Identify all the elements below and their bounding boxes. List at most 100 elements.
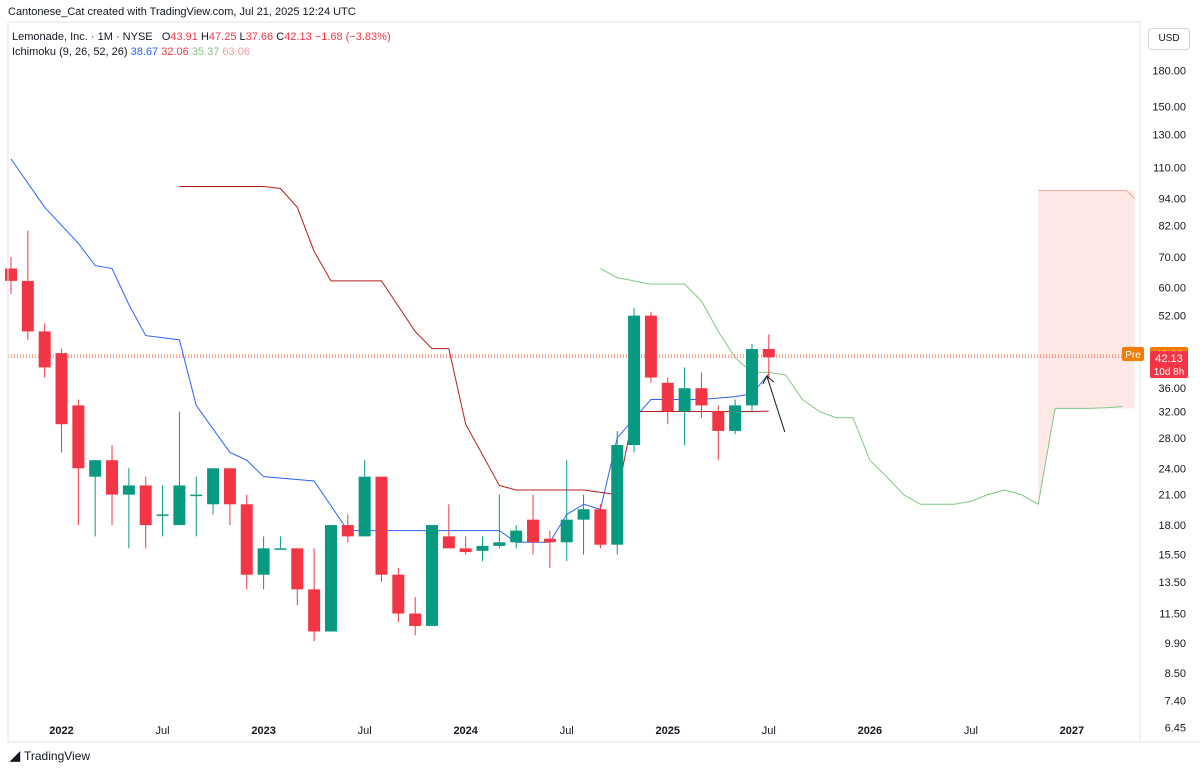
premarket-tag bbox=[1122, 346, 1144, 361]
price-axis[interactable]: 6.45 7.40 8.50 9.90 11.50 13.50 15.50 18.00 21.0… bbox=[7, 21, 1186, 742]
candle bbox=[5, 256, 17, 295]
tradingview-logo[interactable]: ◢ TradingView bbox=[10, 748, 90, 764]
price-tick-label: 82.00 bbox=[1158, 221, 1186, 233]
candle bbox=[274, 536, 287, 550]
candle bbox=[661, 377, 674, 425]
conversion-value: 38.67 bbox=[130, 46, 159, 58]
low-label: L bbox=[239, 31, 246, 43]
candle bbox=[729, 399, 742, 435]
candle bbox=[173, 411, 186, 526]
candle-body bbox=[291, 548, 304, 590]
candle bbox=[712, 405, 725, 461]
chart-legend: Lemonade, Inc. · 1M · NYSE O43.91 H47.25… bbox=[12, 30, 391, 60]
candle-body bbox=[644, 315, 657, 378]
price-tick-label: 21.00 bbox=[1158, 490, 1186, 502]
candle-body bbox=[493, 542, 506, 546]
time-tick-label: 2025 bbox=[656, 725, 680, 737]
candle bbox=[341, 514, 354, 543]
candle bbox=[527, 494, 540, 555]
price-tick-label: 180.00 bbox=[1152, 65, 1186, 77]
candle bbox=[106, 445, 119, 526]
time-tick-label: 2026 bbox=[858, 725, 882, 737]
price-tick-label: 11.50 bbox=[1159, 609, 1186, 621]
candle bbox=[55, 348, 68, 453]
price-tick-label: 13.50 bbox=[1158, 577, 1186, 589]
time-tick-label: Jul bbox=[358, 725, 372, 737]
annotations bbox=[762, 375, 786, 433]
close-label: C bbox=[276, 31, 285, 43]
last-price-badge bbox=[1150, 351, 1188, 379]
time-axis[interactable]: 2022 Jul 2023 Jul 2024 Jul 2025 Jul 2026 Jul 2027 bbox=[8, 725, 1200, 743]
candle bbox=[493, 494, 506, 549]
time-tick-label: Jul bbox=[560, 725, 574, 737]
price-tick-label: 32.00 bbox=[1158, 406, 1186, 418]
price-tick-label: 7.40 bbox=[1165, 696, 1186, 708]
candle-body bbox=[257, 548, 270, 575]
price-tick-label: 70.00 bbox=[1158, 252, 1186, 264]
candle-body bbox=[543, 538, 556, 543]
candle-body bbox=[274, 548, 287, 550]
candle-body bbox=[510, 530, 523, 543]
ohlc-row: Lemonade, Inc. · 1M · NYSE O43.91 H47.25… bbox=[12, 30, 391, 45]
time-tick-label: Jul bbox=[762, 725, 776, 737]
candle bbox=[21, 230, 34, 340]
candle-body bbox=[459, 548, 472, 553]
candle-body bbox=[173, 485, 186, 526]
candle bbox=[72, 399, 85, 526]
time-tick-label: 2024 bbox=[453, 725, 478, 737]
time-tick-label: Jul bbox=[964, 725, 978, 737]
base-value: 32.06 bbox=[161, 46, 189, 58]
candle-body bbox=[712, 411, 725, 431]
candle bbox=[291, 548, 304, 606]
candle-body bbox=[55, 353, 68, 425]
candle bbox=[122, 468, 135, 549]
candle-body bbox=[122, 485, 135, 495]
price-tick-label: 150.00 bbox=[1152, 101, 1186, 113]
candle bbox=[375, 476, 388, 582]
chart-credit: Cantonese_Cat created with TradingView.c… bbox=[8, 6, 356, 18]
price-tick-label: 24.00 bbox=[1158, 463, 1186, 475]
candle bbox=[678, 367, 691, 446]
candle bbox=[308, 548, 321, 642]
price-tick-label: 130.00 bbox=[1152, 130, 1186, 142]
candle bbox=[644, 311, 657, 383]
candle-body bbox=[139, 485, 152, 526]
candle bbox=[543, 530, 556, 568]
currency-button[interactable]: USD bbox=[1148, 28, 1190, 50]
candle bbox=[156, 485, 169, 537]
ichimoku-cloud bbox=[1038, 189, 1135, 505]
price-tick-label: 60.00 bbox=[1158, 282, 1186, 294]
candle-body bbox=[240, 504, 253, 575]
candle bbox=[324, 525, 337, 632]
candle-body bbox=[156, 514, 169, 516]
candle-body bbox=[560, 519, 573, 543]
candle-body bbox=[426, 525, 438, 626]
candle-body bbox=[695, 388, 708, 406]
candle-body bbox=[661, 382, 674, 412]
tradingview-brand: TradingView bbox=[24, 749, 91, 763]
candle bbox=[476, 536, 489, 562]
candle bbox=[89, 460, 102, 537]
price-tick-label: 18.00 bbox=[1158, 520, 1186, 532]
candle-body bbox=[375, 476, 388, 575]
arrow-annotation bbox=[766, 375, 786, 433]
base-line bbox=[179, 185, 769, 496]
candle bbox=[745, 344, 758, 412]
candle bbox=[358, 460, 371, 537]
price-tick-label: 6.45 bbox=[1165, 723, 1186, 735]
symbol-label[interactable]: Lemonade, Inc. · 1M · NYSE bbox=[12, 31, 153, 43]
high-value: 47.25 bbox=[208, 31, 237, 43]
indicator-label[interactable]: Ichimoku (9, 26, 52, 26) bbox=[12, 46, 128, 58]
candles bbox=[5, 230, 775, 642]
time-tick-label: 2027 bbox=[1060, 725, 1084, 737]
candle bbox=[207, 468, 220, 515]
change-value: −1.68 (−3.83%) bbox=[314, 31, 391, 43]
time-tick-label: Jul bbox=[156, 725, 170, 737]
time-tick-label: 2022 bbox=[49, 725, 73, 737]
candle-body bbox=[594, 509, 607, 545]
candle-body bbox=[678, 388, 691, 412]
candle-body bbox=[72, 405, 85, 469]
price-tick-label: 36.00 bbox=[1158, 383, 1186, 395]
